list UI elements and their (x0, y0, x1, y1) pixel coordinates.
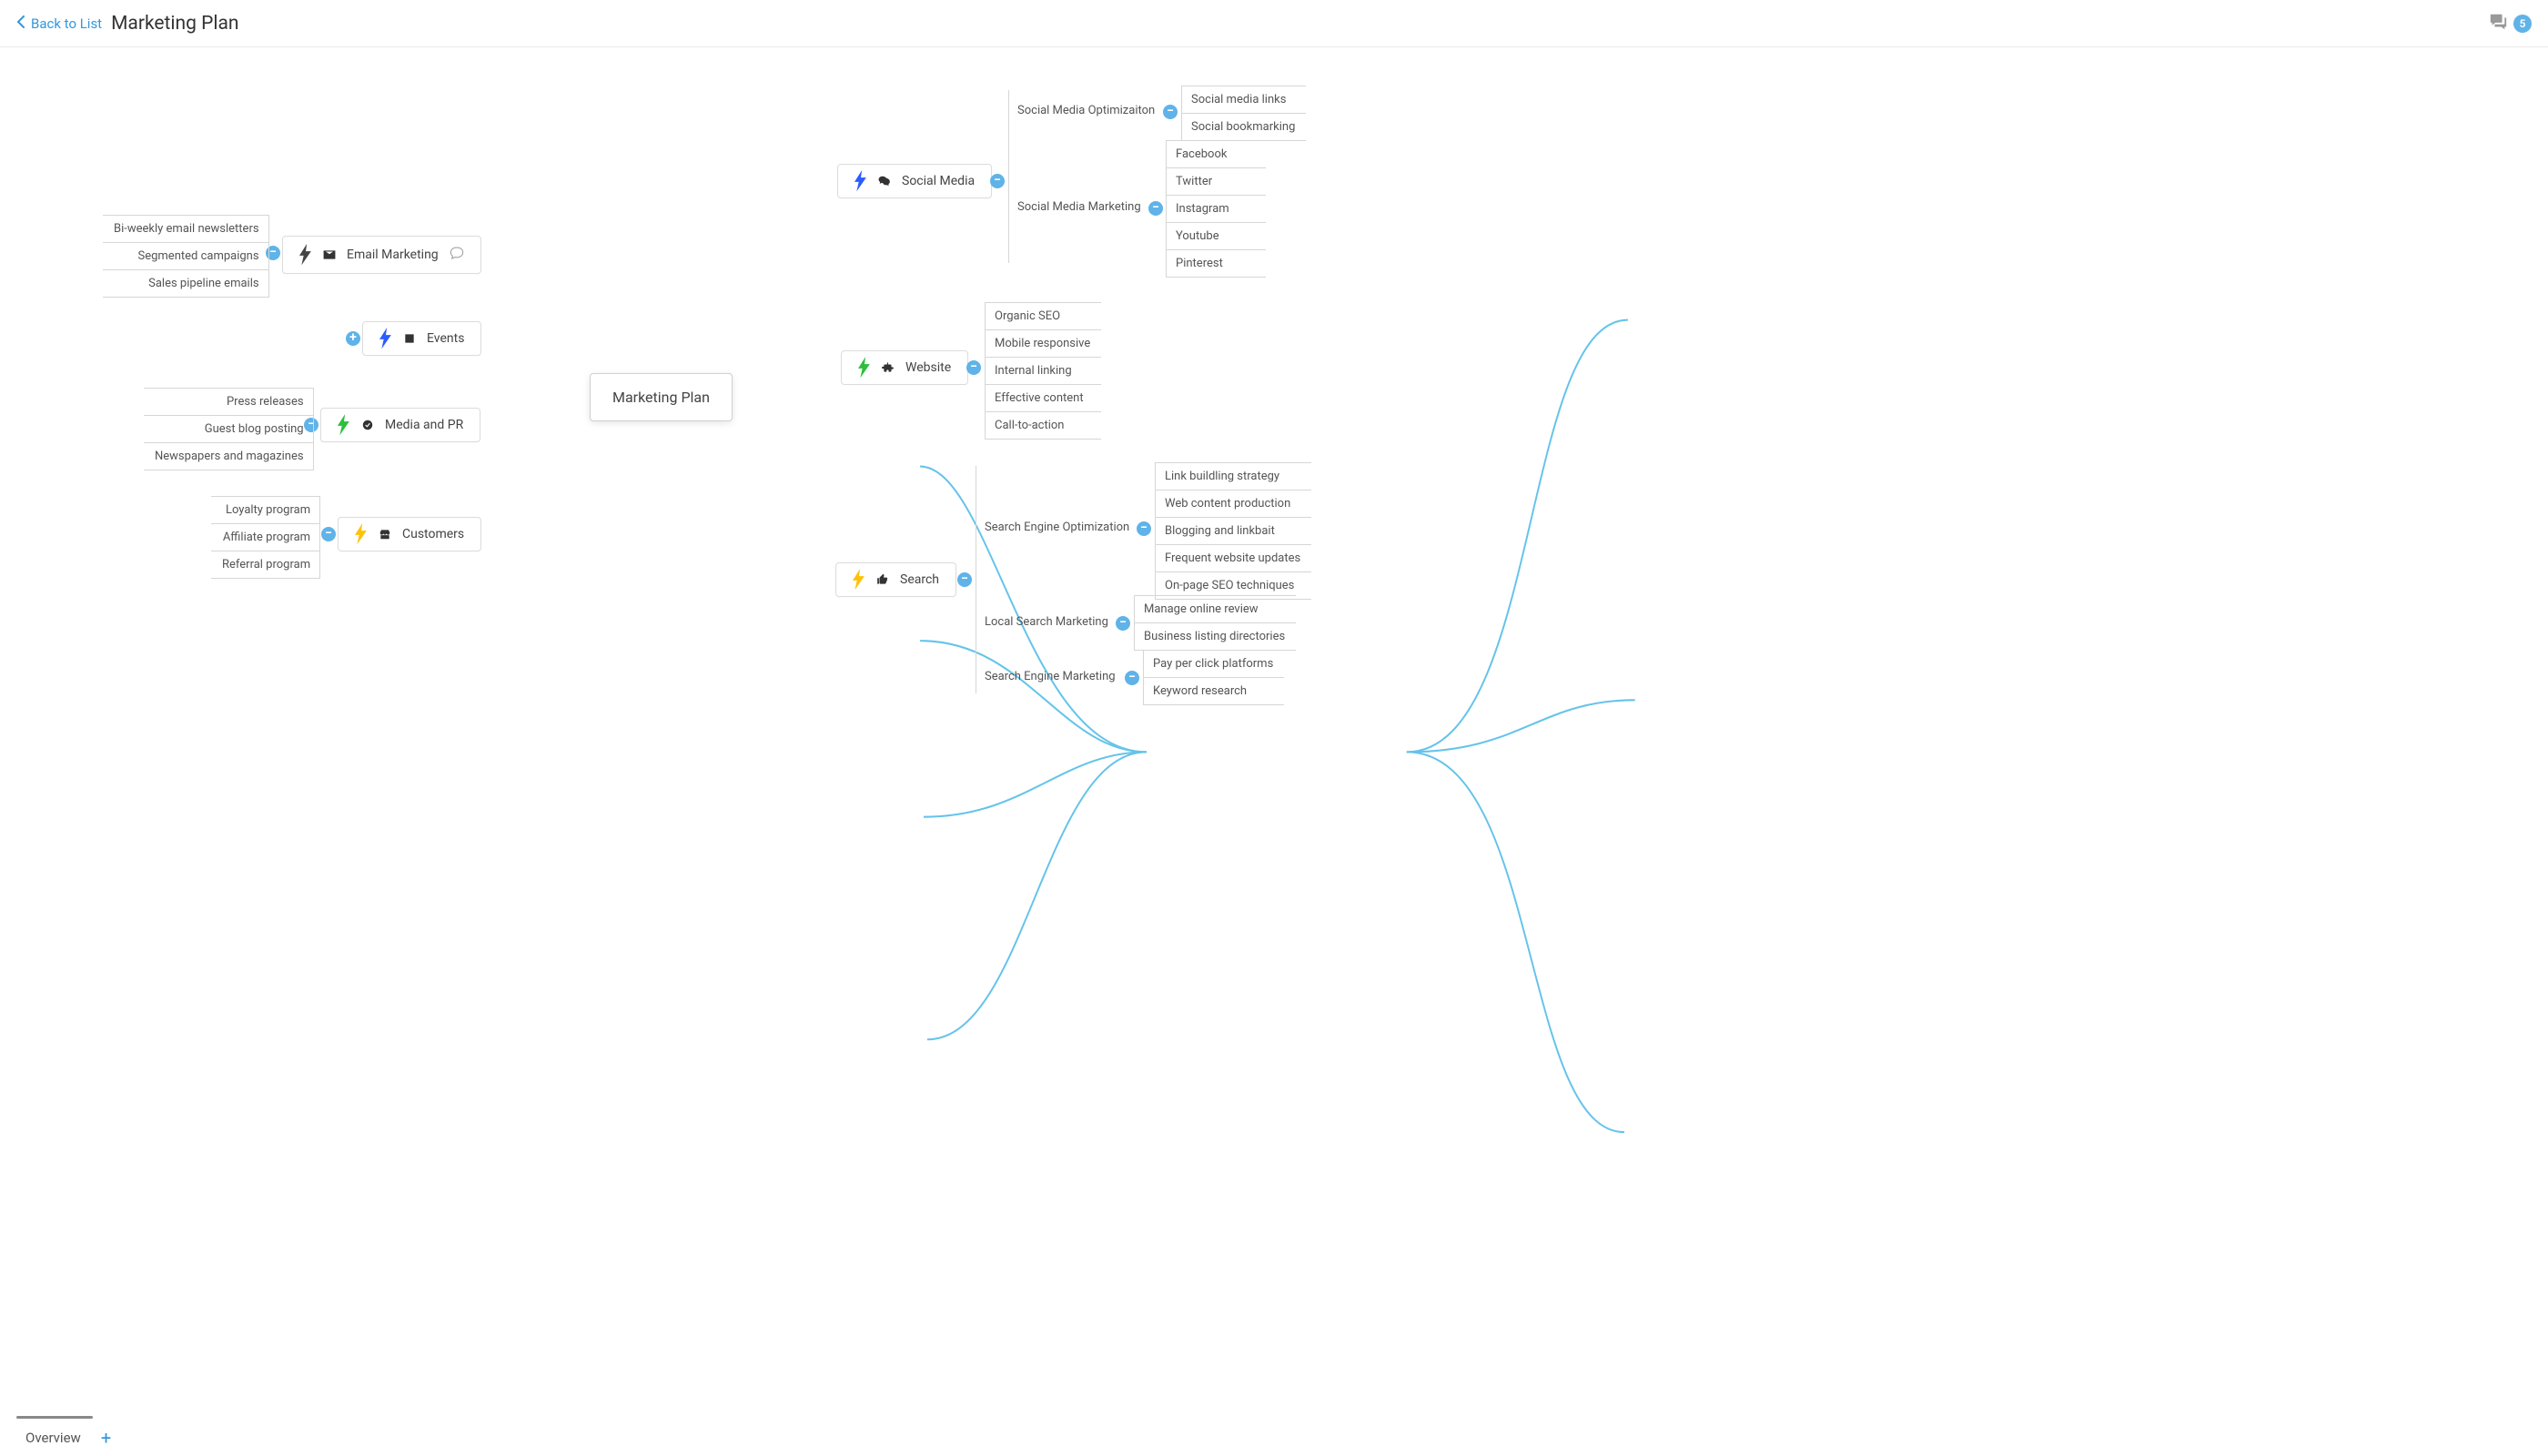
list-item[interactable]: Segmented campaigns (103, 242, 269, 269)
list-item[interactable]: Link buildling strategy (1155, 462, 1311, 490)
list-item[interactable]: Youtube (1166, 222, 1266, 249)
node-social-media[interactable]: Social Media (837, 164, 992, 198)
toggle-website[interactable] (966, 360, 981, 375)
check-badge-icon (361, 419, 374, 431)
list-item[interactable]: Mobile responsive (985, 329, 1101, 357)
back-label: Back to List (31, 15, 102, 32)
toggle-social-mkt[interactable] (1148, 201, 1163, 216)
list-item[interactable]: Social bookmarking (1181, 113, 1306, 141)
tab-overview[interactable]: Overview (25, 1430, 81, 1446)
puzzle-icon (882, 361, 895, 374)
list-item[interactable]: Instagram (1166, 195, 1266, 222)
list-item[interactable]: Internal linking (985, 357, 1101, 384)
list-item[interactable]: Guest blog posting (144, 415, 314, 442)
node-label: Events (427, 331, 464, 346)
chat-icon (878, 175, 891, 187)
children-media: Press releases Guest blog posting Newspa… (144, 388, 314, 470)
bolt-icon (379, 332, 392, 345)
list-item[interactable]: Newspapers and magazines (144, 442, 314, 470)
bolt-icon (858, 361, 871, 374)
node-center-label: Marketing Plan (612, 389, 710, 406)
bolt-icon (853, 573, 865, 586)
list-item[interactable]: Keyword research (1143, 677, 1284, 705)
children-seo: Link buildling strategy Web content prod… (1155, 462, 1311, 600)
list-item[interactable]: Web content production (1155, 490, 1311, 517)
mindmap-canvas[interactable]: Marketing Plan Email Marketing Bi-weekly… (0, 47, 2548, 1420)
toggle-search[interactable] (957, 572, 972, 587)
toggle-events[interactable] (346, 331, 360, 346)
list-item[interactable]: Manage online review (1134, 595, 1296, 622)
header: Back to List Marketing Plan 5 (0, 0, 2548, 47)
comments-icon[interactable] (2488, 12, 2508, 35)
node-label: Customers (402, 527, 464, 541)
envelope-icon (323, 248, 336, 261)
list-item[interactable]: Twitter (1166, 167, 1266, 195)
comment-count-badge[interactable]: 5 (2513, 15, 2532, 33)
children-email: Bi-weekly email newsletters Segmented ca… (103, 215, 269, 298)
bolt-icon (854, 175, 867, 187)
add-tab-button[interactable]: + (101, 1427, 111, 1449)
sub-label-social-opt[interactable]: Social Media Optimizaiton (1017, 104, 1155, 117)
toggle-sem[interactable] (1125, 671, 1139, 685)
list-item[interactable]: Pinterest (1166, 249, 1266, 278)
children-social-opt: Social media links Social bookmarking (1181, 86, 1306, 141)
node-label: Media and PR (385, 418, 463, 432)
children-customers: Loyalty program Affiliate program Referr… (211, 496, 320, 579)
storefront-icon (379, 528, 391, 541)
bolt-icon (355, 528, 368, 541)
node-center[interactable]: Marketing Plan (590, 373, 733, 421)
list-item[interactable]: Facebook (1166, 140, 1266, 167)
children-sem: Pay per click platforms Keyword research (1143, 650, 1284, 705)
back-to-list-link[interactable]: Back to List (16, 15, 102, 32)
chevron-left-icon (16, 15, 25, 32)
list-item[interactable]: Bi-weekly email newsletters (103, 215, 269, 242)
toggle-seo[interactable] (1137, 521, 1151, 536)
list-item[interactable]: Social media links (1181, 86, 1306, 113)
list-item[interactable]: Press releases (144, 388, 314, 415)
list-item[interactable]: Business listing directories (1134, 622, 1296, 651)
comment-icon[interactable] (450, 246, 464, 264)
sub-label-local[interactable]: Local Search Marketing (985, 615, 1108, 629)
tab-indicator (16, 1416, 93, 1419)
list-item[interactable]: Organic SEO (985, 302, 1101, 329)
toggle-social-opt[interactable] (1163, 105, 1178, 119)
toggle-local[interactable] (1116, 616, 1130, 631)
node-media-pr[interactable]: Media and PR (320, 408, 480, 442)
bolt-icon (338, 419, 350, 431)
list-item[interactable]: Sales pipeline emails (103, 269, 269, 298)
calendar-icon (403, 332, 416, 345)
thumbs-up-icon (876, 573, 889, 586)
toggle-customers[interactable] (321, 527, 336, 541)
node-label: Social Media (902, 174, 975, 188)
node-label: Website (905, 360, 951, 375)
sub-label-social-mkt[interactable]: Social Media Marketing (1017, 200, 1141, 214)
node-label: Email Marketing (347, 248, 439, 262)
sub-label-sem[interactable]: Search Engine Marketing (985, 670, 1116, 683)
bracket-social (1008, 90, 1009, 263)
node-email-marketing[interactable]: Email Marketing (282, 236, 481, 274)
node-customers[interactable]: Customers (338, 517, 481, 551)
page-title: Marketing Plan (111, 13, 238, 35)
node-search[interactable]: Search (835, 562, 956, 597)
children-social-mkt: Facebook Twitter Instagram Youtube Pinte… (1166, 140, 1266, 278)
list-item[interactable]: Effective content (985, 384, 1101, 411)
list-item[interactable]: Call-to-action (985, 411, 1101, 440)
node-website[interactable]: Website (841, 350, 968, 385)
list-item[interactable]: Pay per click platforms (1143, 650, 1284, 677)
list-item[interactable]: Loyalty program (211, 496, 320, 523)
children-local: Manage online review Business listing di… (1134, 595, 1296, 651)
children-website: Organic SEO Mobile responsive Internal l… (985, 302, 1101, 440)
list-item[interactable]: Affiliate program (211, 523, 320, 551)
footer: Overview + (0, 1420, 2548, 1456)
node-events[interactable]: Events (362, 321, 481, 356)
sub-label-seo[interactable]: Search Engine Optimization (985, 521, 1129, 534)
list-item[interactable]: Blogging and linkbait (1155, 517, 1311, 544)
list-item[interactable]: Referral program (211, 551, 320, 579)
toggle-social[interactable] (990, 174, 1005, 188)
list-item[interactable]: Frequent website updates (1155, 544, 1311, 571)
node-label: Search (900, 572, 939, 587)
bolt-icon (299, 248, 312, 261)
